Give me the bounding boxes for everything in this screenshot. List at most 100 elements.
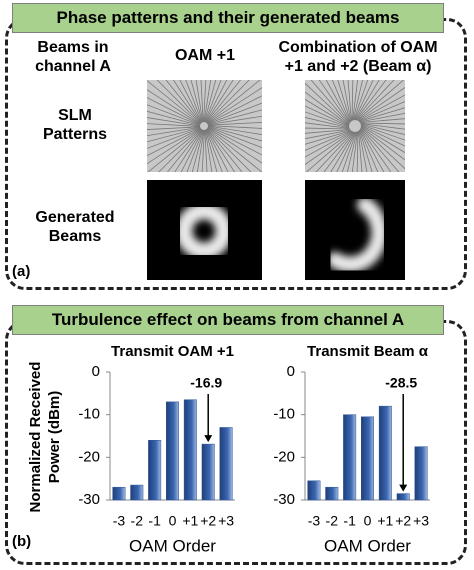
pattern-line <box>207 115 262 126</box>
bar <box>343 414 357 501</box>
pattern-line <box>185 80 203 123</box>
pattern-line <box>180 129 204 172</box>
pattern-line <box>172 80 202 124</box>
y-tick-label: 0 <box>287 363 295 380</box>
bar <box>396 493 410 501</box>
column-header: OAM +1 <box>174 47 235 64</box>
beam-crescent <box>327 197 388 273</box>
x-axis-label: OAM Order <box>324 536 411 555</box>
bar <box>378 405 392 501</box>
pattern-line <box>147 123 201 127</box>
pattern-line <box>346 131 358 172</box>
pattern-line <box>207 125 262 129</box>
y-tick-label: -10 <box>78 406 100 423</box>
y-tick-label: -30 <box>78 491 100 508</box>
pattern-line <box>207 127 262 172</box>
pattern-line <box>166 129 203 172</box>
bar <box>307 480 321 501</box>
pattern-line <box>156 80 202 124</box>
pattern-line <box>204 129 208 172</box>
y-tick-label: 0 <box>92 363 100 380</box>
x-tick-label: -1 <box>343 513 356 529</box>
pattern-line <box>147 127 201 149</box>
pattern-line <box>359 128 385 172</box>
pattern-line <box>341 131 357 172</box>
row-label: Generated Beams <box>35 209 115 245</box>
pattern-line <box>305 131 354 172</box>
row-label: SLM Patterns <box>42 107 108 143</box>
pattern-line <box>360 126 405 161</box>
pattern-line <box>330 131 356 172</box>
pattern-line <box>207 102 262 125</box>
x-tick-label: +1 <box>182 513 198 529</box>
pattern-line <box>352 80 359 121</box>
pattern-line <box>356 131 359 172</box>
pattern-line <box>305 122 350 129</box>
pattern-line <box>352 80 364 121</box>
pattern-line <box>358 130 363 172</box>
pattern-line <box>355 80 387 121</box>
pattern-line <box>356 80 405 121</box>
y-tick-label: -20 <box>78 448 100 465</box>
pattern-line <box>147 128 202 165</box>
x-tick-label: 0 <box>169 513 177 529</box>
pattern-line <box>355 80 395 121</box>
pattern-line <box>353 80 369 121</box>
x-tick-label: +2 <box>395 513 411 529</box>
pattern-line <box>360 124 405 141</box>
panel-b-title: Turbulence effect on beams from channel … <box>12 305 444 335</box>
pattern-line <box>360 127 400 172</box>
pattern-line <box>200 80 204 123</box>
data-label: -16.9 <box>190 375 222 391</box>
pattern-line <box>360 123 405 135</box>
bar <box>201 443 215 501</box>
arrow-head <box>204 435 213 443</box>
panel-label: (b) <box>12 533 32 550</box>
pattern-line <box>204 80 222 123</box>
pattern-line <box>360 122 405 125</box>
pattern-line <box>204 80 228 123</box>
pattern-line <box>207 127 262 164</box>
pattern-line <box>337 80 351 123</box>
x-tick-label: +1 <box>377 513 393 529</box>
pattern-line <box>195 80 204 123</box>
pattern-line <box>357 86 405 121</box>
pattern-line <box>357 94 405 122</box>
pattern-line <box>351 80 354 121</box>
pattern-line <box>190 80 203 123</box>
pattern-line <box>203 80 212 123</box>
panel-a-title: Phase patterns and their generated beams <box>12 3 444 33</box>
pattern-line <box>205 129 218 172</box>
slm-pattern <box>305 80 405 172</box>
x-tick-label: +3 <box>218 513 234 529</box>
pattern-line <box>305 111 350 128</box>
pattern-line <box>203 80 207 123</box>
pattern-line <box>358 101 405 122</box>
pattern-line <box>147 110 201 126</box>
pattern-line <box>147 97 201 126</box>
pattern-line <box>305 130 352 145</box>
pattern-line <box>318 80 350 124</box>
pattern-line <box>360 128 392 172</box>
x-tick-label: 0 <box>364 513 372 529</box>
x-tick-label: +3 <box>413 513 429 529</box>
pattern-line <box>207 121 262 126</box>
y-tick-label: -10 <box>273 406 295 423</box>
pattern-line <box>147 126 201 130</box>
pattern-line <box>207 126 262 149</box>
pattern-line <box>305 105 350 127</box>
pattern-line <box>359 129 379 172</box>
column-header: Combination of OAM +1 and +2 (Beam α) <box>278 39 438 75</box>
pattern-line <box>174 129 203 172</box>
bar <box>219 427 233 501</box>
chart-title: Transmit OAM +1 <box>111 343 234 360</box>
pattern-line <box>205 129 223 172</box>
pattern-line <box>205 80 242 123</box>
pattern-line <box>158 128 202 172</box>
x-tick-label: -3 <box>113 513 126 529</box>
pattern-line <box>342 80 352 122</box>
pattern-line <box>147 127 201 157</box>
pattern-line <box>204 129 213 172</box>
pattern-line <box>359 118 405 123</box>
